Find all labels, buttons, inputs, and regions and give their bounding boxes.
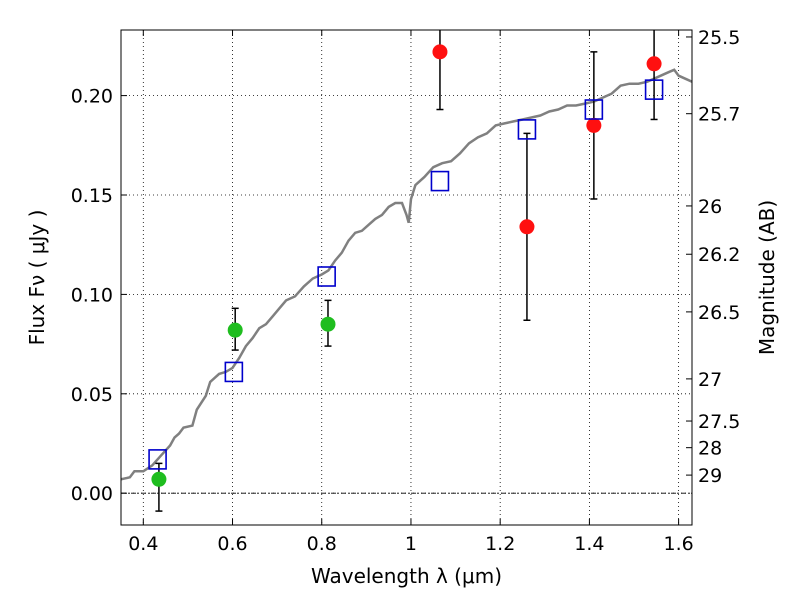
- green-data-point: [320, 316, 336, 332]
- error-bars: [155, 30, 658, 512]
- x-tick-label: 0.6: [217, 533, 247, 555]
- y-right-tick-label: 27: [698, 369, 722, 391]
- model-square: [148, 449, 167, 470]
- y-right-tick-label: 25.7: [698, 104, 740, 126]
- y-axis-right-label: Magnitude (AB): [755, 200, 779, 355]
- model-square: [317, 266, 336, 287]
- sed-model-line: [121, 68, 692, 481]
- model-square: [430, 170, 450, 192]
- red-data-point: [432, 44, 448, 60]
- error-bar: [155, 462, 163, 512]
- y-axis-label: Flux Fν ( μJy ): [25, 210, 49, 346]
- x-tick-label: 0.8: [307, 533, 337, 555]
- red-data-point: [586, 117, 602, 133]
- y-right-tick-label: 26.2: [698, 244, 740, 266]
- axis-ticks: [121, 30, 692, 525]
- model-square: [644, 79, 664, 100]
- green-data-point: [151, 471, 167, 487]
- sed-line-path: [121, 68, 692, 481]
- y-right-tick-label: 27.5: [698, 411, 740, 433]
- grid: [121, 30, 692, 525]
- x-tick-label: 1.6: [664, 533, 694, 555]
- plot-frame: [120, 29, 693, 526]
- y-right-tick-label: 26.5: [698, 302, 740, 324]
- y-right-tick-label: 28: [698, 438, 722, 460]
- y-tick-label: 0.10: [71, 284, 113, 306]
- model-square: [584, 99, 604, 120]
- y-tick-label: 0.20: [71, 86, 113, 108]
- x-tick-label: 1.2: [485, 533, 515, 555]
- model-square: [517, 119, 537, 140]
- x-tick-label: 1: [405, 533, 417, 555]
- red-data-point: [519, 219, 535, 235]
- y-right-tick-label: 25.5: [698, 27, 740, 49]
- y-tick-label: 0.00: [71, 483, 113, 505]
- x-tick-label: 0.4: [128, 533, 158, 555]
- model-square: [224, 361, 244, 383]
- y-right-tick-label: 29: [698, 465, 722, 487]
- x-tick-label: 1.4: [574, 533, 604, 555]
- y-tick-label: 0.05: [71, 384, 113, 406]
- tick-labels: 0.4 0.6 0.8 1 1.2 1.4 1.6 0.00 0.05 0.10 0.15 0.20 2…: [71, 27, 741, 555]
- red-data-point: [646, 56, 662, 72]
- y-tick-label: 0.15: [71, 185, 113, 207]
- x-axis-label: Wavelength λ (μm): [311, 564, 502, 588]
- data-markers: [148, 44, 664, 487]
- green-data-point: [227, 322, 243, 338]
- y-right-tick-label: 26: [698, 196, 722, 218]
